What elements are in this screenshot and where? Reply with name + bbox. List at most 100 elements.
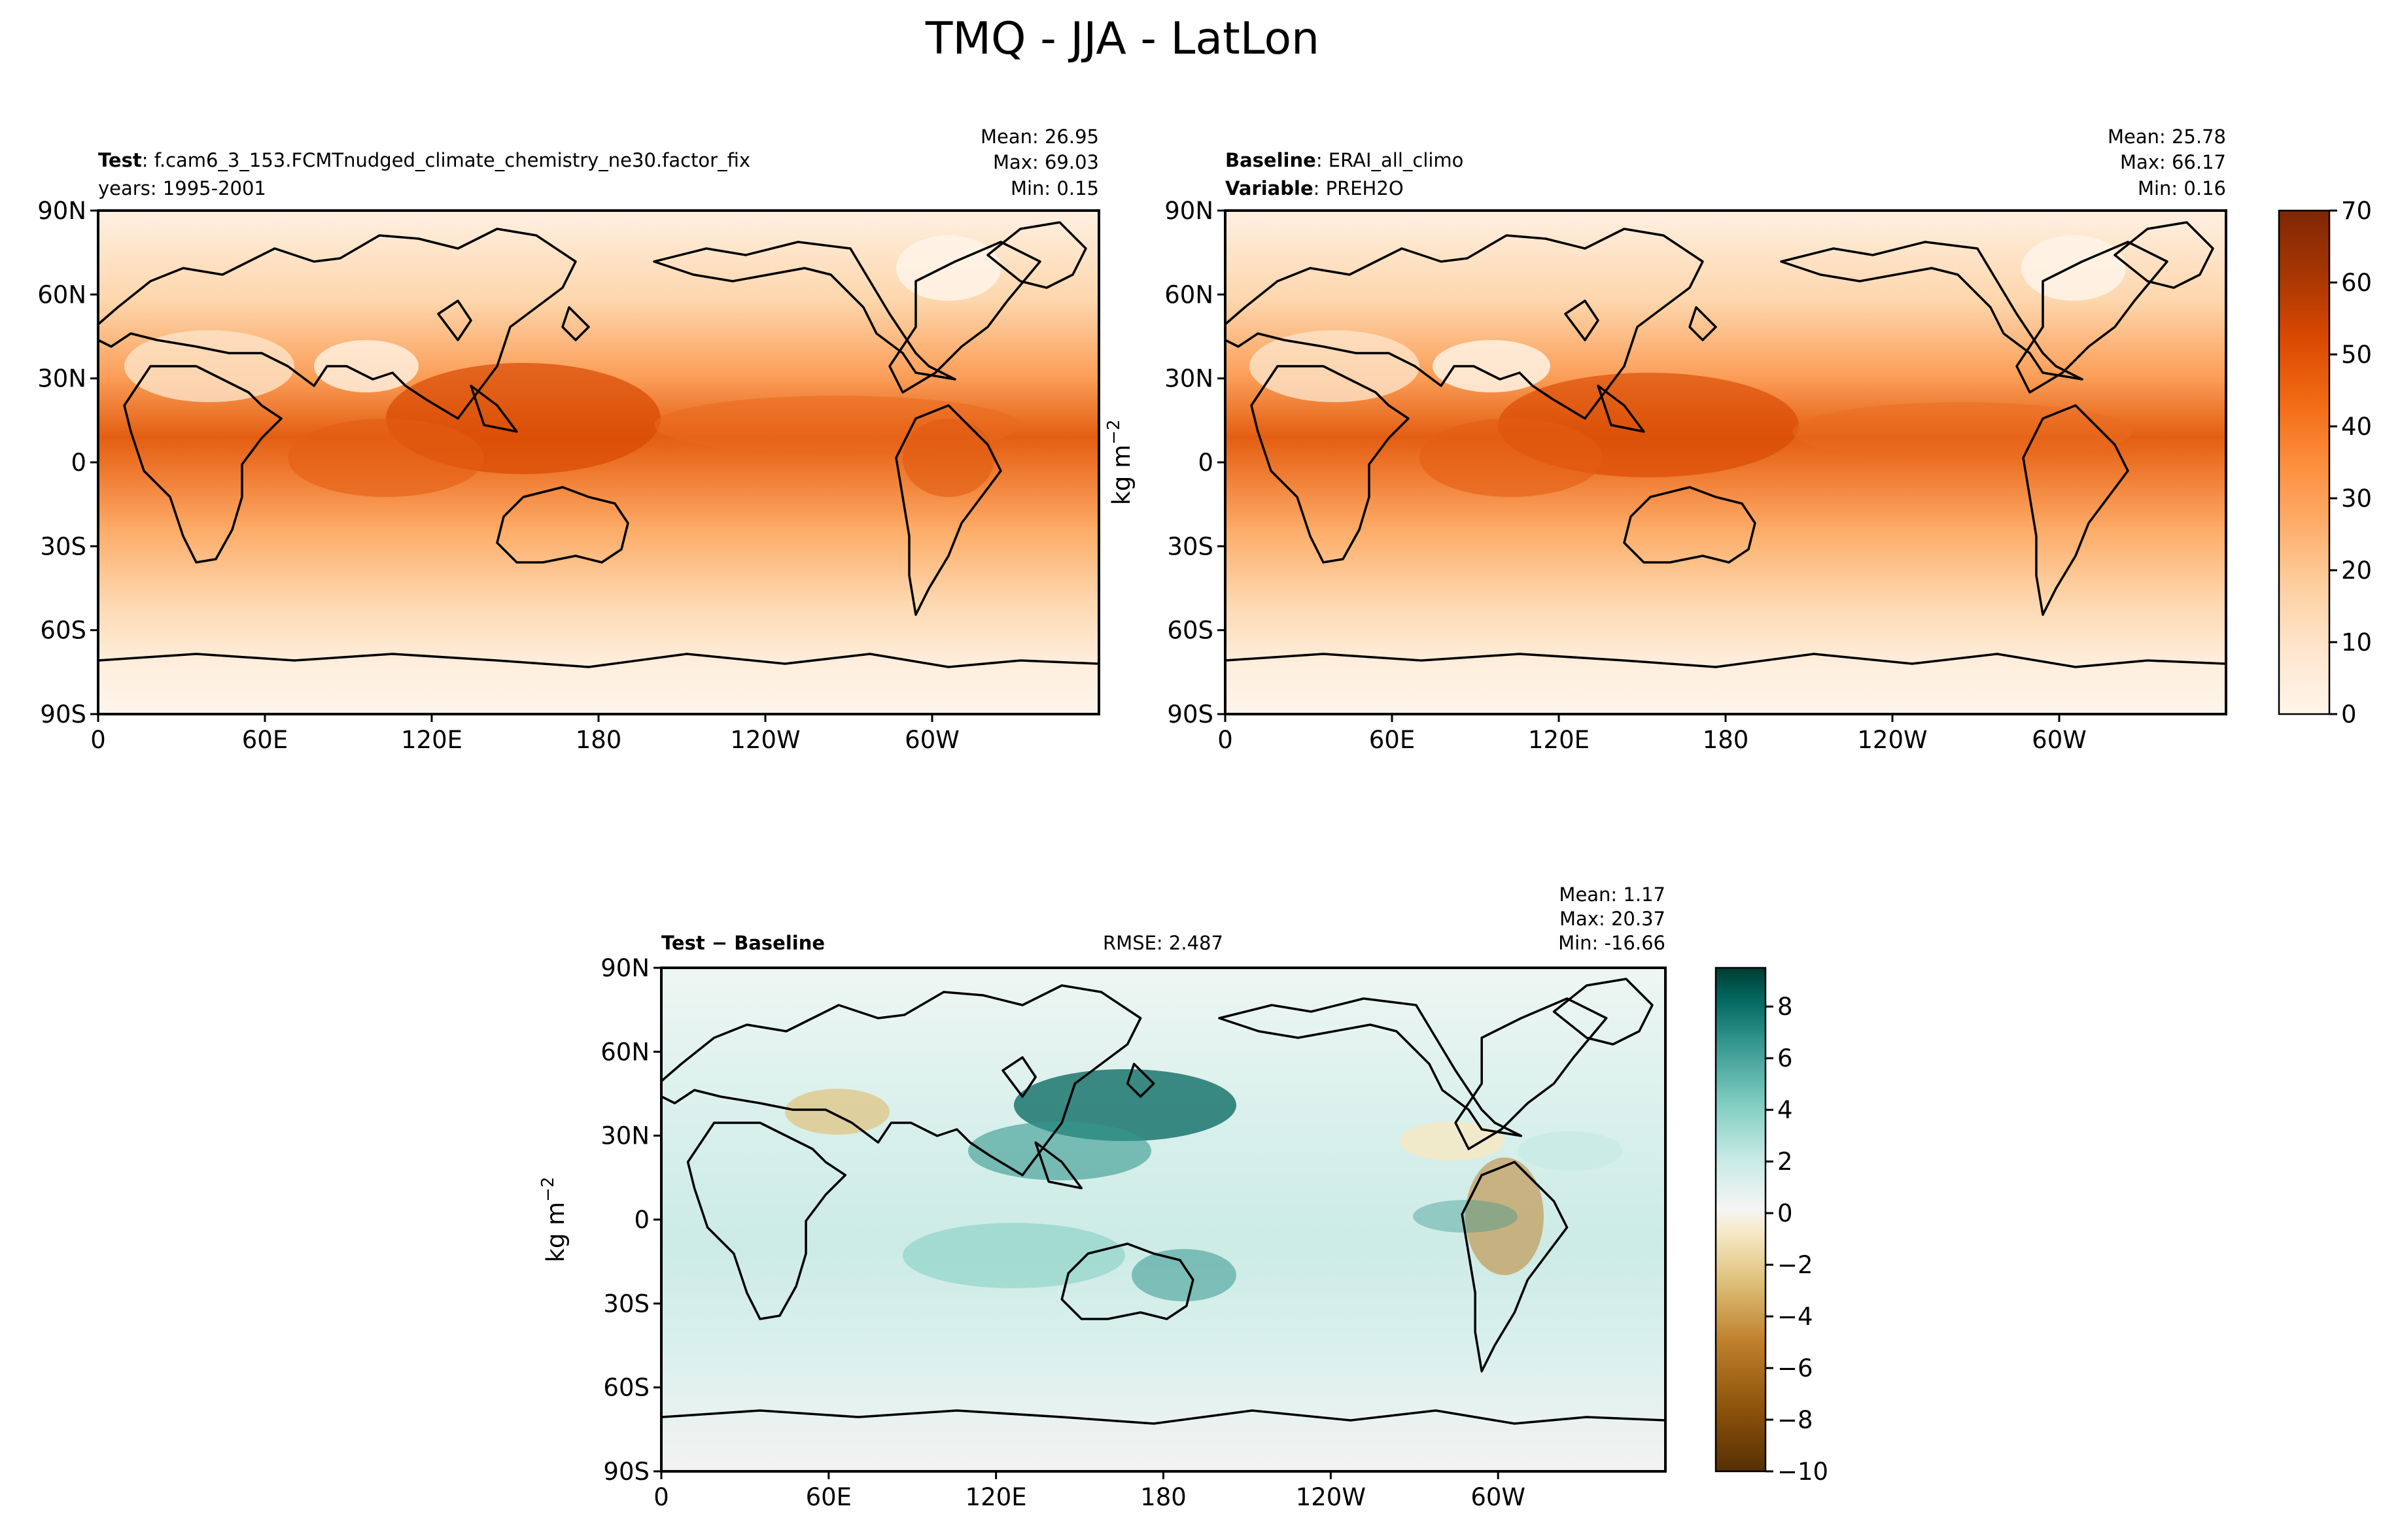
baseline-lon-tick-label: 60E [1369,726,1415,754]
baseline-lon-tick-label: 120E [1528,726,1590,754]
baseline-lat-tick-label: 0 [1198,449,1213,477]
test-lon-tick-label: 120E [401,726,462,754]
test-map [98,211,1099,714]
diff-lon-tick-label: 0 [653,1483,669,1511]
diff-lat-tick-label: 90S [603,1458,650,1486]
panel-test: Test: f.cam6_3_153.FCMTnudged_climate_ch… [37,126,1100,754]
baseline-label: Baseline: ERAI_all_climo [1225,149,1463,171]
test-lat-tick-label: 60N [37,281,86,309]
baseline-lat-tick-label: 90S [1167,700,1213,728]
top-unit-label-text: kg m [1107,445,1136,505]
colorbar-diff-tick-label: −10 [1777,1458,1828,1486]
diff-lat-tick-label: 60S [603,1374,650,1402]
diff-mean: Mean: 1.17 [1559,883,1665,906]
diff-lat-tick-label: 60N [600,1038,650,1066]
baseline-variable-bold: Variable [1225,177,1313,199]
baseline-map [1225,211,2226,714]
diff-map [661,968,1665,1471]
diff-lat-tick-label: 30S [603,1290,650,1318]
colorbar-top-bar [2278,209,2331,715]
colorbar-top-tick-label: 70 [2341,197,2372,225]
test-lat-tick-label: 60S [40,617,86,645]
diff-rmse: RMSE: 2.487 [1103,932,1223,954]
test-min: Min: 0.15 [1011,177,1099,199]
baseline-min: Min: 0.16 [2138,177,2226,199]
test-lat-tick-label: 90S [40,700,86,728]
colorbar-top-tick-label: 10 [2341,628,2372,657]
colorbar-diff-tick-label: 2 [1777,1148,1793,1176]
diff-label: Test − Baseline [661,932,825,954]
baseline-coastlines [1225,221,2226,668]
baseline-lat-tick-label: 30S [1167,532,1213,560]
diff-lat-tick-label: 30N [600,1122,650,1150]
test-label-bold: Test [98,149,142,171]
test-mean: Mean: 26.95 [981,126,1099,148]
test-lon-tick-label: 0 [90,726,106,754]
colorbar-diff-tick-label: −6 [1777,1354,1813,1382]
diff-lon-tick-label: 60W [1470,1483,1525,1511]
baseline-lat-tick-label: 90N [1164,197,1213,225]
test-lat-tick-label: 30S [40,532,86,560]
test-lon-tick-label: 60W [905,726,960,754]
colorbar-diff-bar [1714,967,1767,1473]
diff-lat-tick-label: 0 [634,1206,650,1234]
colorbar-diff-tick-label: 8 [1777,993,1793,1021]
baseline-lat-tick-label: 60S [1167,617,1213,645]
colorbar-top: 0 10 20 30 40 50 60 70 [2278,197,2372,728]
panel-baseline: Baseline: ERAI_all_climo Variable: PREH2… [1104,126,2227,754]
diff-max: Max: 20.37 [1559,908,1665,930]
diff-lat-tick-label: 90N [600,954,650,982]
colorbar-top-tick-label: 40 [2341,413,2372,441]
test-lat-tick-label: 30N [37,365,86,393]
baseline-label-bold: Baseline [1225,149,1316,171]
baseline-lon-tick-label: 120W [1857,726,1927,754]
colorbar-diff-tick-label: 0 [1777,1199,1793,1227]
baseline-max: Max: 66.17 [2120,151,2226,173]
diff-lon-tick-label: 120W [1296,1483,1366,1511]
colorbar-top-tick-label: 0 [2341,700,2357,728]
test-label-text: : f.cam6_3_153.FCMTnudged_climate_chemis… [142,149,750,171]
colorbar-top-tick-label: 20 [2341,556,2372,585]
diff-unit-exponent: −2 [538,1176,558,1201]
test-lat-tick-label: 0 [71,449,86,477]
panel-diff: Test − Baseline RMSE: 2.487 Mean: 1.17 M… [538,883,1667,1511]
test-lon-tick-label: 180 [576,726,622,754]
baseline-lon-tick-label: 0 [1217,726,1233,754]
top-unit-exponent: −2 [1104,419,1124,444]
colorbar-top-tick-label: 50 [2341,341,2372,369]
diff-min: Min: -16.66 [1558,932,1665,954]
diff-unit-label: kg m−2 [538,1176,570,1262]
colorbar-diff: 8 6 4 2 0 −2 −4 −6 −8 −10 [1714,967,1828,1486]
baseline-variable-text: : PREH2O [1313,177,1404,199]
diff-lon-tick-label: 60E [806,1483,852,1511]
colorbar-diff-ticks: 8 6 4 2 0 −2 −4 −6 −8 −10 [1765,993,1828,1486]
colorbar-top-ticks: 0 10 20 30 40 50 60 70 [2329,197,2372,728]
colorbar-diff-tick-label: 4 [1777,1096,1793,1124]
colorbar-diff-tick-label: 6 [1777,1044,1793,1072]
baseline-lon-tick-label: 180 [1703,726,1749,754]
top-unit-label: kg m−2 [1104,419,1136,505]
colorbar-diff-tick-label: −8 [1777,1406,1813,1434]
test-label: Test: f.cam6_3_153.FCMTnudged_climate_ch… [98,149,750,171]
baseline-lat-tick-label: 30N [1164,365,1213,393]
test-years: years: 1995-2001 [98,177,266,199]
baseline-label-text: : ERAI_all_climo [1316,149,1464,171]
colorbar-diff-tick-label: −4 [1777,1303,1813,1331]
baseline-lat-tick-label: 60N [1164,281,1213,309]
colorbar-top-tick-label: 30 [2341,485,2372,513]
diff-lon-tick-label: 180 [1140,1483,1187,1511]
figure-title: TMQ - JJA - LatLon [925,13,1319,65]
baseline-lon-tick-label: 60W [2032,726,2087,754]
test-lat-tick-label: 90N [37,197,86,225]
diff-coastlines [661,978,1665,1425]
test-lon-tick-label: 120W [730,726,800,754]
test-max: Max: 69.03 [993,151,1099,173]
baseline-mean: Mean: 25.78 [2108,126,2226,148]
test-field-features [124,235,1020,497]
test-coastlines [98,221,1099,668]
colorbar-top-tick-label: 60 [2341,269,2372,297]
